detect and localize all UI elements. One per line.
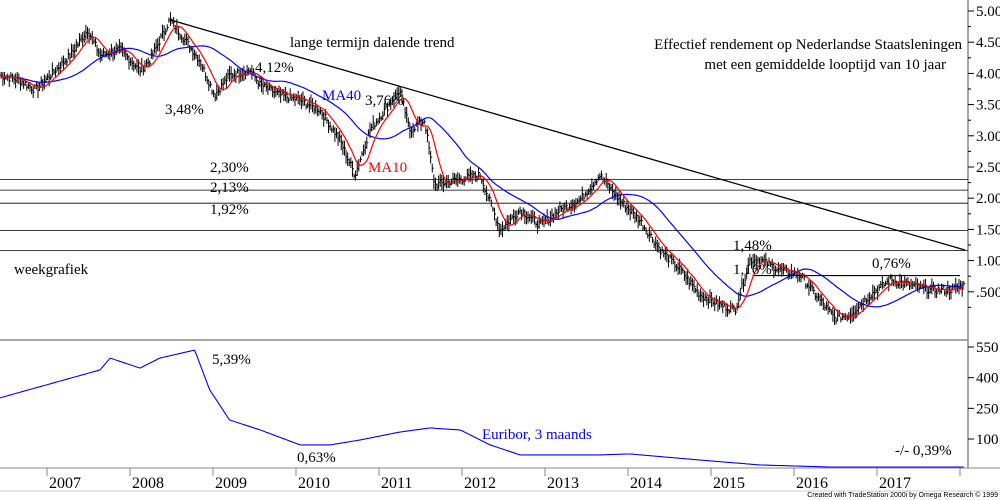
annotation-348: 3,48% — [165, 102, 204, 118]
y2-tick-label: 100 — [976, 432, 999, 448]
y-tick-label: .500 — [976, 285, 1000, 301]
annotation-376: 3,76% — [365, 93, 404, 109]
annotation-539: 5,39% — [212, 352, 251, 368]
x-tick-label: 2009 — [215, 475, 247, 492]
footer-credit: Created with TradeStation 2000i by Omega… — [807, 492, 998, 499]
x-tick-label: 2007 — [49, 475, 81, 492]
x-tick-label: 2013 — [547, 475, 579, 492]
subtitle: weekgrafiek — [14, 262, 89, 278]
y-tick-label: 4.50 — [976, 35, 1000, 51]
x-tick-label: 2008 — [132, 475, 164, 492]
annotation-116: 1,16% — [733, 262, 772, 278]
y-tick-label: 3.50 — [976, 98, 1000, 114]
annotation-063: 0,63% — [297, 450, 336, 466]
y-tick-label: 1.50 — [976, 222, 1000, 238]
x-tick-label: 2014 — [630, 475, 662, 492]
x-tick-label: 2015 — [713, 475, 745, 492]
x-tick-label: 2017 — [879, 475, 911, 492]
annotation-148: 1,48% — [733, 238, 772, 254]
x-tick-label: 2010 — [298, 475, 330, 492]
euribor-line — [0, 349, 964, 468]
annotation-039: -/- 0,39% — [895, 443, 952, 459]
annotation-192: 1,92% — [210, 202, 249, 218]
annotation-213: 2,13% — [210, 180, 249, 196]
chart-title-line2: met een gemiddelde looptijd van 10 jaar — [704, 57, 946, 73]
annotation-trend: lange termijn dalende trend — [290, 35, 455, 51]
annotation-412: 4,12% — [255, 60, 294, 76]
y-tick-label: 1.00 — [976, 254, 1000, 270]
y2-tick-label: 550 — [976, 340, 999, 356]
x-tick-label: 2016 — [796, 475, 828, 492]
chart-title-line1: Effectief rendement op Nederlandse Staat… — [654, 37, 962, 53]
y-tick-label: 3.00 — [976, 129, 1000, 145]
x-tick-label: 2011 — [381, 475, 412, 492]
annotation-230: 2,30% — [210, 160, 249, 176]
annotation-euribor: Euribor, 3 maands — [482, 427, 592, 443]
x-tick-label: 2012 — [464, 475, 496, 492]
ma10-line — [0, 25, 964, 318]
y-tick-label: 5.00 — [976, 4, 1000, 20]
ma40-line — [0, 45, 964, 308]
y-tick-label: 4.00 — [976, 66, 1000, 82]
y2-tick-label: 400 — [976, 371, 999, 387]
annotation-ma10: MA10 — [368, 160, 408, 176]
trend-line — [169, 19, 966, 251]
y-tick-label: 2.00 — [976, 191, 1000, 207]
annotation-ma40: MA40 — [322, 88, 362, 104]
y2-tick-label: 250 — [976, 401, 999, 417]
y-tick-label: 2.50 — [976, 160, 1000, 176]
annotation-076: 0,76% — [872, 256, 911, 272]
